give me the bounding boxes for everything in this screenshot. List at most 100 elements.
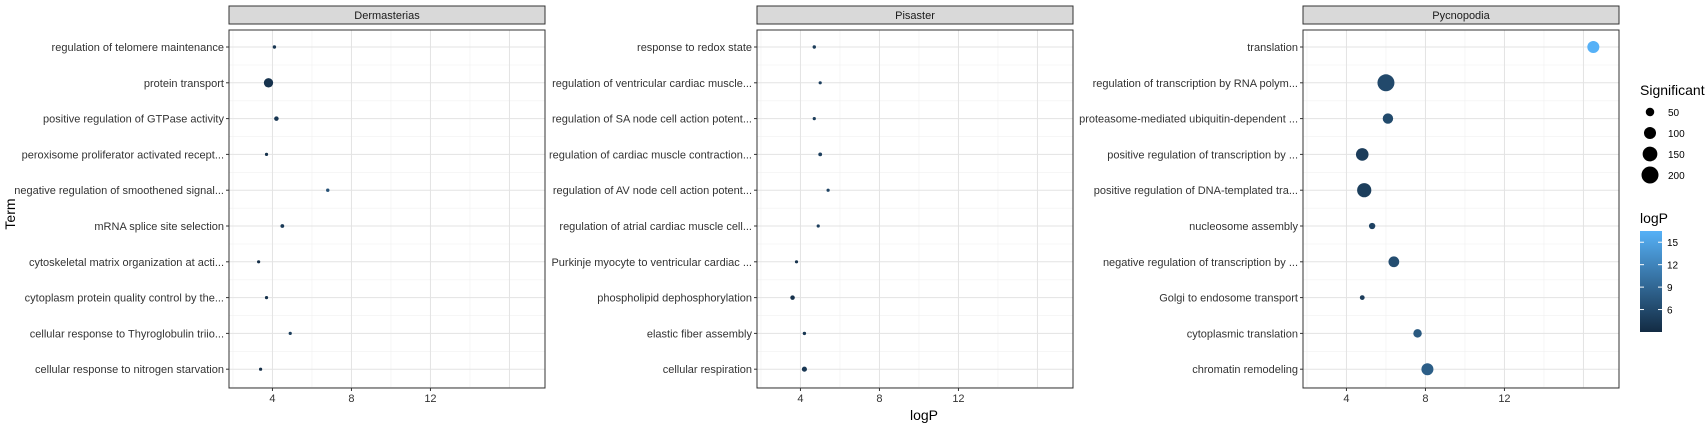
size-legend-key — [1645, 107, 1655, 117]
size-legend-label: 50 — [1668, 108, 1680, 119]
data-point — [1388, 256, 1400, 268]
data-point — [812, 45, 816, 49]
x-tick-label: 8 — [1422, 393, 1428, 405]
data-point — [801, 366, 807, 372]
term-label: regulation of atrial cardiac muscle cell… — [559, 221, 752, 233]
size-legend-title: Significant — [1640, 82, 1705, 98]
term-label: chromatin remodeling — [1192, 364, 1298, 376]
panel-background — [757, 30, 1073, 388]
data-point — [1377, 74, 1395, 92]
term-label: mRNA splice site selection — [94, 221, 224, 233]
x-tick-label: 12 — [1498, 393, 1510, 405]
strip-background — [228, 5, 546, 25]
term-label: Golgi to endosome transport — [1159, 293, 1298, 305]
data-point — [326, 188, 330, 192]
data-point — [818, 81, 822, 85]
size-legend: Significant 50 100 150 200 — [1640, 82, 1705, 184]
term-label: translation — [1247, 42, 1298, 54]
term-label: nucleosome assembly — [1189, 221, 1298, 233]
panel-dermasterias: Dermasterias regulation of telomere maint… — [14, 5, 546, 405]
term-label: elastic fiber assembly — [647, 328, 753, 340]
size-legend-key — [1643, 126, 1657, 140]
size-legend-label: 200 — [1668, 171, 1685, 182]
data-point — [826, 188, 830, 192]
term-label: cellular response to nitrogen starvation — [35, 364, 224, 376]
term-label: phospholipid dephosphorylation — [597, 293, 752, 305]
data-point — [818, 152, 823, 157]
data-point — [1368, 222, 1376, 230]
size-legend-key — [1642, 146, 1658, 162]
color-legend: logP 6 9 12 15 — [1640, 210, 1679, 332]
data-point — [288, 331, 292, 335]
term-label: positive regulation of GTPase activity — [43, 114, 224, 126]
x-tick-label: 4 — [797, 393, 803, 405]
term-label: protein transport — [144, 78, 224, 90]
term-label: peroxisome proliferator activated recept… — [22, 149, 224, 161]
data-point — [802, 331, 807, 336]
panels: Dermasterias regulation of telomere maint… — [14, 5, 1620, 405]
x-tick-label: 4 — [269, 393, 275, 405]
y-axis-title: Term — [2, 198, 18, 229]
data-point — [272, 45, 277, 49]
term-label: regulation of ventricular cardiac muscle… — [552, 78, 752, 90]
data-point — [263, 78, 274, 88]
term-label: cellular response to Thyroglobulin triio… — [30, 328, 224, 340]
panel-border — [228, 29, 546, 389]
term-label: cellular respiration — [663, 364, 752, 376]
term-label: positive regulation of DNA-templated tra… — [1094, 185, 1298, 197]
term-label: response to redox state — [637, 42, 752, 54]
data-point — [1413, 329, 1422, 338]
data-point — [1587, 40, 1600, 54]
term-label: cytoplasm protein quality control by the… — [25, 293, 224, 305]
x-tick-label: 4 — [1343, 393, 1349, 405]
term-label: positive regulation of transcription by … — [1107, 149, 1298, 161]
color-legend-bar — [1640, 231, 1662, 332]
x-tick-label: 12 — [424, 393, 436, 405]
term-label: regulation of transcription by RNA polym… — [1093, 78, 1298, 90]
data-point — [816, 224, 820, 228]
panel-pycnopodia: Pycnopodia translation regulation of trans… — [1079, 5, 1620, 405]
data-point — [264, 152, 269, 156]
term-label: negative regulation of smoothened signal… — [14, 185, 224, 197]
panel-border — [1302, 29, 1620, 389]
panel-background — [1303, 30, 1619, 388]
term-label: negative regulation of transcription by … — [1103, 257, 1298, 269]
size-legend-key — [1641, 166, 1659, 184]
panel-background — [229, 30, 545, 388]
x-tick-label: 12 — [952, 393, 964, 405]
color-legend-label: 12 — [1667, 261, 1679, 272]
strip-label: Pisaster — [895, 10, 935, 22]
strip-label: Pycnopodia — [1432, 10, 1490, 22]
size-legend-label: 100 — [1668, 129, 1685, 140]
data-point — [1355, 148, 1369, 161]
color-legend-label: 6 — [1667, 306, 1673, 317]
color-legend-label: 9 — [1667, 283, 1673, 294]
data-point — [1357, 183, 1372, 198]
term-label: regulation of cardiac muscle contraction… — [549, 149, 752, 161]
data-point — [274, 116, 279, 121]
term-label: proteasome-mediated ubiquitin-dependent … — [1079, 114, 1298, 126]
strip-background — [1302, 5, 1620, 25]
color-legend-title: logP — [1640, 210, 1668, 226]
panel-border — [756, 29, 1074, 389]
term-label: Purkinje myocyte to ventricular cardiac … — [551, 257, 752, 269]
data-point — [1382, 113, 1394, 124]
data-point — [790, 295, 795, 300]
data-point — [280, 224, 285, 228]
data-point — [1359, 295, 1365, 301]
term-label: cytoplasmic translation — [1187, 328, 1298, 340]
data-point — [812, 117, 816, 121]
data-point — [257, 260, 261, 264]
data-point — [264, 296, 269, 300]
data-point — [259, 367, 263, 371]
panel-pisaster: Pisaster response to redox state regulatio… — [549, 5, 1074, 405]
x-axis-title: logP — [910, 407, 938, 423]
strip-background — [756, 5, 1074, 25]
term-label: regulation of SA node cell action potent… — [552, 114, 752, 126]
strip-label: Dermasterias — [354, 10, 420, 22]
term-label: cytoskeletal matrix organization at acti… — [29, 257, 224, 269]
data-point — [1421, 363, 1434, 376]
term-label: regulation of telomere maintenance — [52, 42, 224, 54]
x-tick-label: 8 — [876, 393, 882, 405]
